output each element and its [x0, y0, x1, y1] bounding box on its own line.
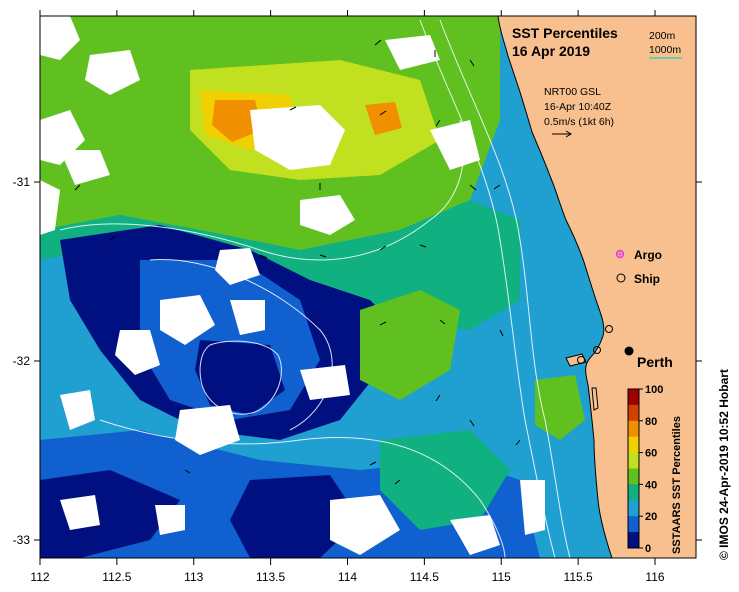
bathymetry-contours: [59, 19, 571, 558]
region-deep-blue-core: [195, 340, 285, 415]
colorbar-block: [628, 500, 639, 517]
x-tick-label: 115: [492, 570, 511, 584]
colorbar-block: [628, 452, 639, 469]
region-orange-patch: [212, 100, 262, 142]
x-tick-label: 113.5: [256, 570, 285, 584]
x-tick-label: 112.5: [102, 570, 131, 584]
current-info-line1: NRT00 GSL: [544, 86, 601, 98]
current-info-line2: 16-Apr 10:40Z: [544, 101, 612, 113]
colorbar-tick-label: 20: [645, 511, 657, 523]
colorbar-block: [628, 436, 639, 454]
colorbar-tick-label: 40: [645, 479, 657, 491]
region-east-green: [360, 290, 460, 400]
x-tick-label: 115.5: [564, 570, 593, 584]
argo-marker-icon: [615, 249, 625, 259]
colorbar-block: [628, 420, 639, 438]
y-tick-label: -32: [13, 354, 31, 368]
colorbar-tick-label: 0: [645, 543, 651, 555]
map-title-line1: SST Percentiles: [512, 25, 618, 41]
region-south-deep: [40, 470, 180, 558]
colorbar-block: [628, 484, 639, 501]
colorbar-tick-label: 80: [645, 416, 657, 428]
current-info-line3: 0.5m/s (1kt 6h): [544, 116, 614, 128]
missing-data-patches: [40, 16, 545, 555]
colorbar: 100 80 60 40 20 0: [627, 384, 663, 555]
y-tick-label: -33: [13, 533, 31, 547]
colorbar-block: [628, 404, 639, 422]
y-tick-label: -31: [13, 175, 31, 189]
map-area: [40, 16, 696, 558]
colorbar-block: [628, 516, 639, 533]
perth-label: Perth: [637, 354, 673, 370]
x-tick-label: 114.5: [410, 570, 439, 584]
contour-legend-200: 200m: [649, 30, 676, 42]
credit-text: © IMOS 24-Apr-2019 10:52 Hobart: [717, 369, 731, 560]
y-axis: -31 -32 -33: [13, 175, 702, 547]
perth-marker-icon: [624, 346, 634, 356]
colorbar-block: [628, 468, 639, 485]
ship-label: Ship: [634, 272, 660, 286]
region-south-deep-2: [230, 475, 360, 558]
colorbar-block: [628, 389, 639, 406]
garden-island: [591, 387, 599, 411]
x-axis: 112 112.5 113 113.5 114 114.5 115 115.5 116: [30, 10, 665, 584]
colorbar-title: SSTAARS SST Percentiles: [671, 416, 683, 554]
x-tick-label: 114: [338, 570, 357, 584]
region-south-teal: [380, 430, 510, 530]
colorbar-tick-label: 60: [645, 448, 657, 460]
land-mass: [497, 16, 696, 558]
x-tick-label: 113: [184, 570, 203, 584]
ship-marker-icon: [616, 273, 626, 283]
contour-legend-1000: 1000m: [649, 44, 681, 56]
scale-arrow-icon: [552, 130, 572, 138]
x-tick-label: 112: [30, 570, 49, 584]
ship-positions: [577, 325, 613, 364]
x-tick-label: 116: [645, 570, 664, 584]
argo-label: Argo: [634, 248, 662, 262]
current-vectors: [74, 39, 521, 485]
colorbar-blocks: [628, 389, 639, 549]
region-orange-patch-2: [365, 102, 402, 135]
map-title-line2: 16 Apr 2019: [512, 43, 590, 59]
colorbar-tick-label: 100: [645, 384, 663, 396]
region-coastal-green: [535, 375, 585, 440]
colorbar-ticks: 100 80 60 40 20 0: [639, 384, 663, 555]
map-frame: [39, 15, 697, 559]
colorbar-frame: [627, 388, 640, 549]
colorbar-block: [628, 532, 639, 549]
